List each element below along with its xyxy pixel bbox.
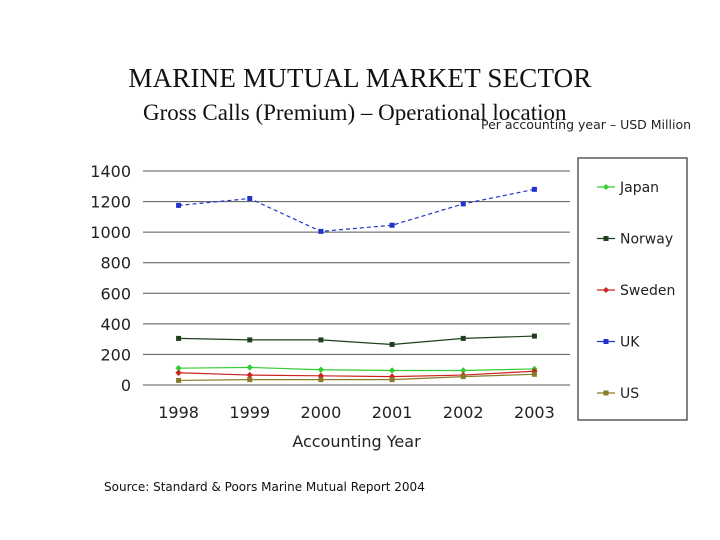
y-tick-label: 200 — [100, 345, 131, 364]
unit-note: Per accounting year – USD Million — [481, 117, 692, 132]
data-point-uk — [318, 228, 324, 234]
x-tick-label: 2003 — [514, 403, 555, 422]
axis-layer: 0 200 400 600 800 1000 1200 1400 1998 1999 2000 200… — [90, 162, 554, 451]
data-point-norway — [389, 341, 395, 347]
source-note: Source: Standard & Poors Marine Mutual R… — [104, 480, 425, 494]
data-point-norway — [318, 337, 324, 343]
data-point-uk — [531, 186, 537, 192]
data-point-uk — [389, 222, 395, 228]
data-point-norway — [460, 335, 466, 341]
data-point-norway — [176, 335, 182, 341]
legend-box — [577, 157, 688, 421]
legend-label-norway: Norway — [620, 232, 673, 248]
data-point-us — [460, 374, 466, 380]
data-point-us — [247, 377, 253, 383]
x-tick-label: 1999 — [229, 403, 270, 422]
series-layer — [175, 186, 538, 383]
legend-swatch-marker — [603, 184, 609, 190]
data-point-us — [389, 377, 395, 383]
data-point-uk — [247, 196, 253, 202]
y-tick-label: 400 — [100, 315, 131, 334]
x-tick-label: 2000 — [301, 403, 342, 422]
x-tick-label: 2001 — [372, 403, 413, 422]
legend-label-uk: UK — [620, 335, 640, 351]
y-tick-label: 1400 — [90, 162, 131, 181]
page-subtitle: Gross Calls (Premium) – Operational loca… — [143, 100, 567, 125]
legend-swatch-marker — [603, 287, 609, 293]
legend-swatch-marker — [603, 339, 609, 344]
data-point-norway — [531, 333, 537, 339]
data-point-japan — [460, 367, 467, 374]
data-point-japan — [175, 364, 182, 372]
legend-label-sweden: Sweden — [620, 283, 675, 299]
x-axis-label: Accounting Year — [292, 432, 421, 451]
data-point-us — [318, 377, 324, 383]
x-tick-label: 2002 — [443, 403, 484, 422]
series-line-sweden — [178, 370, 535, 378]
legend-label-japan: Japan — [619, 180, 659, 196]
data-point-japan — [388, 367, 396, 374]
data-point-japan — [317, 366, 325, 373]
data-point-japan — [246, 364, 253, 371]
y-tick-label: 600 — [100, 284, 131, 303]
data-point-uk — [176, 202, 182, 208]
data-point-us — [531, 371, 537, 377]
data-point-norway — [247, 337, 253, 343]
series-line-us — [178, 373, 535, 382]
legend: Japan Norway Sweden UK US — [577, 157, 688, 421]
legend-label-us: US — [620, 386, 639, 402]
data-point-sweden — [175, 369, 182, 376]
data-point-us — [176, 377, 182, 383]
data-point-uk — [460, 201, 466, 207]
page-title: MARINE MUTUAL MARKET SECTOR — [128, 63, 592, 93]
series-line-japan — [178, 366, 535, 372]
y-tick-label: 800 — [100, 254, 131, 273]
y-tick-label: 1200 — [90, 193, 131, 212]
data-point-sweden — [246, 371, 253, 379]
legend-swatch-marker — [603, 236, 609, 241]
y-tick-label: 0 — [121, 376, 131, 395]
y-tick-label: 1000 — [90, 223, 131, 242]
legend-swatch-marker — [603, 390, 609, 396]
series-line-norway — [178, 335, 535, 346]
series-line-uk — [178, 188, 535, 232]
x-tick-label: 1998 — [158, 403, 199, 422]
